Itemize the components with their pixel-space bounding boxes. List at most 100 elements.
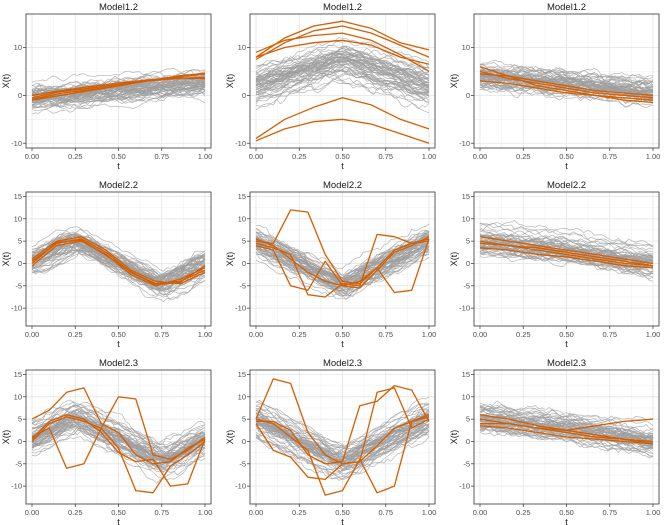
- y-tick-label: 0: [242, 437, 246, 446]
- x-tick-label: 1.00: [198, 152, 213, 161]
- x-tick-label: 0.75: [154, 508, 169, 517]
- x-tick-label: 0.75: [602, 330, 617, 339]
- y-tick-label: 15: [462, 192, 470, 201]
- y-axis-label: X(t): [449, 74, 459, 89]
- normal-curve: [479, 251, 654, 278]
- normal-curve: [479, 415, 654, 441]
- panel-title: Model2.3: [323, 358, 362, 369]
- x-axis-label: t: [565, 517, 568, 525]
- x-tick-label: 1.00: [646, 330, 661, 339]
- normal-curve: [479, 419, 654, 449]
- x-tick-label: 0.75: [154, 152, 169, 161]
- normal-curve: [255, 396, 430, 446]
- normal-curve: [255, 418, 430, 467]
- panel-4: Model2.2 0.00 0.25 0.50 0.75 1.00 -10 -5 0 5 10 15 t…: [1, 180, 212, 349]
- x-axis-label: t: [565, 161, 568, 171]
- normal-curve: [479, 230, 654, 251]
- outlier-curve-4: [479, 80, 654, 101]
- y-axis-label: X(t): [1, 252, 11, 267]
- outlier-curve-2: [255, 25, 430, 61]
- y-tick-label: 0: [18, 259, 22, 268]
- normal-curve: [255, 45, 430, 79]
- y-tick-label: 15: [14, 370, 22, 379]
- normal-curve: [255, 241, 429, 287]
- y-tick-label: 0: [242, 259, 246, 268]
- outlier-curve-4: [31, 414, 206, 487]
- panel-5: Model2.2 0.00 0.25 0.50 0.75 1.00 -10 -5 0 5 10 15 t…: [225, 180, 436, 349]
- normal-curve: [479, 415, 654, 437]
- normal-curve: [256, 253, 430, 300]
- normal-curve: [479, 223, 654, 247]
- normal-curve: [255, 413, 430, 459]
- y-tick-label: -10: [11, 139, 22, 148]
- curves: [31, 68, 206, 115]
- curves: [255, 378, 430, 496]
- panel-title: Model2.2: [547, 180, 586, 191]
- normal-curve: [255, 79, 430, 111]
- y-tick-label: 10: [14, 214, 22, 223]
- panel-3: Model1.2 0.00 0.25 0.50 0.75 1.00 -10 0 10 t X(t): [449, 2, 660, 171]
- x-tick-label: 0.75: [602, 508, 617, 517]
- y-tick-label: 10: [462, 214, 470, 223]
- outlier-curve-6: [255, 118, 430, 144]
- normal-curve: [479, 66, 654, 80]
- panel-title: Model1.2: [547, 2, 586, 13]
- normal-curve: [255, 431, 430, 481]
- normal-curve: [31, 88, 206, 103]
- y-axis-label: X(t): [1, 74, 11, 89]
- curves: [479, 59, 654, 108]
- normal-curve: [31, 414, 206, 462]
- normal-curve: [479, 404, 654, 422]
- y-tick-label: 15: [238, 192, 246, 201]
- y-tick-label: 15: [238, 370, 246, 379]
- normal-curve: [31, 237, 206, 284]
- y-tick-label: 0: [242, 91, 246, 100]
- outlier-curve-2: [31, 396, 206, 469]
- x-tick-label: 0.25: [516, 508, 531, 517]
- outlier-curve-3: [480, 422, 654, 445]
- x-axis-label: t: [117, 339, 120, 349]
- outlier-curve-1: [255, 20, 430, 58]
- normal-curve: [479, 61, 654, 78]
- outlier-curve-1: [31, 387, 206, 465]
- y-tick-label: 5: [466, 237, 470, 246]
- x-axis-label: t: [565, 339, 568, 349]
- x-tick-label: 0.75: [602, 152, 617, 161]
- x-tick-label: 0.25: [292, 508, 307, 517]
- x-tick-label: 0.50: [111, 152, 126, 161]
- normal-curve: [31, 401, 206, 446]
- x-tick-label: 0.25: [292, 152, 307, 161]
- x-tick-label: 1.00: [422, 330, 437, 339]
- normal-curve: [479, 65, 654, 84]
- x-tick-label: 0.25: [292, 330, 307, 339]
- normal-curve: [31, 249, 206, 301]
- y-tick-label: 0: [18, 91, 22, 100]
- y-tick-label: 15: [462, 370, 470, 379]
- x-tick-label: 0.00: [473, 330, 488, 339]
- y-tick-label: -5: [15, 459, 22, 468]
- normal-curve: [31, 406, 206, 448]
- y-tick-label: 5: [18, 237, 22, 246]
- y-tick-label: 0: [18, 437, 22, 446]
- y-tick-label: 5: [242, 415, 246, 424]
- y-tick-label: 10: [14, 43, 22, 52]
- y-tick-label: -10: [235, 304, 246, 313]
- x-axis-label: t: [341, 339, 344, 349]
- normal-curve: [479, 414, 654, 441]
- x-tick-label: 0.00: [249, 508, 264, 517]
- normal-curve: [255, 51, 430, 79]
- normal-curve: [31, 74, 206, 92]
- normal-curve: [255, 241, 430, 286]
- x-tick-label: 1.00: [422, 152, 437, 161]
- y-tick-label: 5: [18, 415, 22, 424]
- normal-curve: [31, 405, 206, 449]
- normal-curve: [479, 404, 654, 434]
- normal-curve: [255, 50, 430, 86]
- curves: [255, 209, 430, 300]
- x-tick-label: 0.25: [68, 152, 83, 161]
- y-tick-label: 0: [466, 437, 470, 446]
- panel-title: Model2.2: [99, 180, 138, 191]
- normal-curve: [255, 37, 430, 67]
- x-tick-label: 0.75: [378, 330, 393, 339]
- outlier-curve-3: [31, 240, 206, 287]
